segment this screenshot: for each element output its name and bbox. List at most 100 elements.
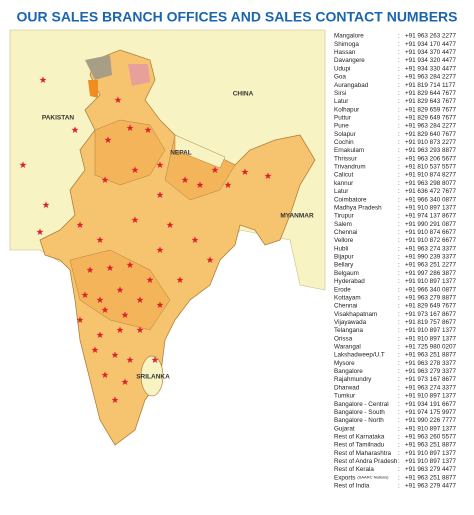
country-label: SRILANKA xyxy=(136,374,170,381)
contact-name: Bangalore - Central xyxy=(334,401,389,408)
country-label: NEPAL xyxy=(170,150,192,157)
separator: : xyxy=(398,376,400,383)
separator: : xyxy=(398,229,400,236)
contact-name: Vellore xyxy=(334,237,354,244)
separator: : xyxy=(398,327,400,334)
contact-name: Bangalore - South xyxy=(334,409,385,416)
contact-name: Bangalore - North xyxy=(334,417,384,424)
country-label: MYANMAR xyxy=(280,213,314,220)
contact-name: Bangalore xyxy=(334,368,363,375)
separator: : xyxy=(398,458,400,465)
contact-phone: +91 829 644 7677 xyxy=(405,90,456,97)
separator: : xyxy=(398,188,400,195)
contact-phone: +91 910 872 6677 xyxy=(405,237,456,244)
contact-name: Rest of Andra Pradesh xyxy=(334,458,398,465)
contact-name: Thrissur xyxy=(334,155,357,162)
contact-name: Lakshadweep/U.T xyxy=(334,352,385,359)
contact-name: Bijapur xyxy=(334,254,354,261)
contact-name: Dharwad xyxy=(334,384,360,391)
contact-name: Belgaum xyxy=(334,270,359,277)
separator: : xyxy=(398,65,400,72)
separator: : xyxy=(398,483,400,490)
contact-phone: +91 829 640 7677 xyxy=(405,131,456,138)
contact-phone: +91 819 757 8677 xyxy=(405,319,456,326)
country-label: PAKISTAN xyxy=(42,115,75,122)
separator: : xyxy=(398,270,400,277)
separator: : xyxy=(398,352,400,359)
separator: : xyxy=(398,286,400,293)
contact-name: Rest of Kerala xyxy=(334,466,374,473)
contact-name: Rest of Maharashtra xyxy=(334,450,392,457)
contact-phone: +91 963 279 3377 xyxy=(405,368,456,375)
kashmir-b xyxy=(128,64,150,86)
contact-phone: +91 963 274 3377 xyxy=(405,245,456,252)
contact-name: Madhya Pradesh xyxy=(334,204,382,211)
separator: : xyxy=(398,237,400,244)
contact-phone: +91 963 260 5577 xyxy=(405,433,456,440)
separator: : xyxy=(398,450,400,457)
map: PAKISTAN CHINA NEPAL MYANMAR SRILANKA xyxy=(9,29,326,505)
contact-phone: +91 910 874 6677 xyxy=(405,229,456,236)
contact-phone: +91 963 251 8877 xyxy=(405,474,456,481)
contact-phone: +91 910 897 1377 xyxy=(405,450,456,457)
separator: : xyxy=(398,278,400,285)
contact-phone: +91 725 980 0207 xyxy=(405,344,456,351)
contact-name: kannur xyxy=(334,180,353,187)
contact-phone: +91 819 714 1177 xyxy=(405,82,456,89)
states xyxy=(69,119,236,331)
contact-phone: +91 934 320 4477 xyxy=(405,57,456,64)
contact-name: Salem xyxy=(334,221,352,228)
separator: : xyxy=(398,442,400,449)
contact-name: Rest of Tamilnadu xyxy=(334,442,385,449)
contact-phone: +91 963 206 5677 xyxy=(405,155,456,162)
contact-phone: +91 910 897 1377 xyxy=(405,425,456,432)
contact-phone: +91 934 191 6677 xyxy=(405,401,456,408)
separator: : xyxy=(398,74,400,81)
separator: : xyxy=(398,466,400,473)
separator: : xyxy=(398,82,400,89)
separator: : xyxy=(398,409,400,416)
separator: : xyxy=(398,319,400,326)
contact-name: Vijayawada xyxy=(334,319,367,326)
contact-name: Hyderabad xyxy=(334,278,365,285)
separator: : xyxy=(398,180,400,187)
contact-phone: +91 829 649 7677 xyxy=(405,114,456,121)
contact-name: Visakhapatnam xyxy=(334,311,377,318)
contact-name: Sirsi xyxy=(334,90,346,97)
contact-phone: +91 963 279 8877 xyxy=(405,294,456,301)
contact-phone: +91 963 251 8877 xyxy=(405,352,456,359)
separator: : xyxy=(398,114,400,121)
separator: : xyxy=(398,221,400,228)
contact-name: Warangal xyxy=(334,344,361,351)
separator: : xyxy=(398,245,400,252)
contact-phone: +91 963 284 2277 xyxy=(405,74,456,81)
map-labels: PAKISTAN CHINA NEPAL MYANMAR SRILANKA xyxy=(42,91,314,381)
separator: : xyxy=(398,393,400,400)
contact-phone: +91 934 370 4477 xyxy=(405,49,456,56)
separator: : xyxy=(398,254,400,261)
kashmir-c xyxy=(88,80,98,98)
contact-phone: +91 963 278 3377 xyxy=(405,360,456,367)
contact-name: Chennai xyxy=(334,229,357,236)
contact-name: Coimbatore xyxy=(334,196,367,203)
contact-phone: +91 963 251 2277 xyxy=(405,262,456,269)
separator: : xyxy=(398,344,400,351)
contact-name: Orissa xyxy=(334,335,353,342)
contact-phone: +91 810 537 5577 xyxy=(405,164,456,171)
separator: : xyxy=(398,262,400,269)
separator: : xyxy=(398,213,400,220)
contact-name: Ernakulam xyxy=(334,147,364,154)
contact-name: Goa xyxy=(334,74,346,81)
contact-phone: +91 974 137 8677 xyxy=(405,213,456,220)
separator: : xyxy=(398,131,400,138)
contact-name: Tirupur xyxy=(334,213,354,220)
contact-phone: +91 963 293 8877 xyxy=(405,147,456,154)
title: OUR SALES BRANCH OFFICES AND SALES CONTA… xyxy=(16,9,457,25)
contact-name: Aurangabad xyxy=(334,82,369,89)
separator: : xyxy=(398,384,400,391)
contact-name: Rest of India xyxy=(334,483,370,490)
contact-phone: +91 910 874 8277 xyxy=(405,172,456,179)
srilanka xyxy=(140,355,164,397)
contact-phone: +91 910 897 1377 xyxy=(405,393,456,400)
